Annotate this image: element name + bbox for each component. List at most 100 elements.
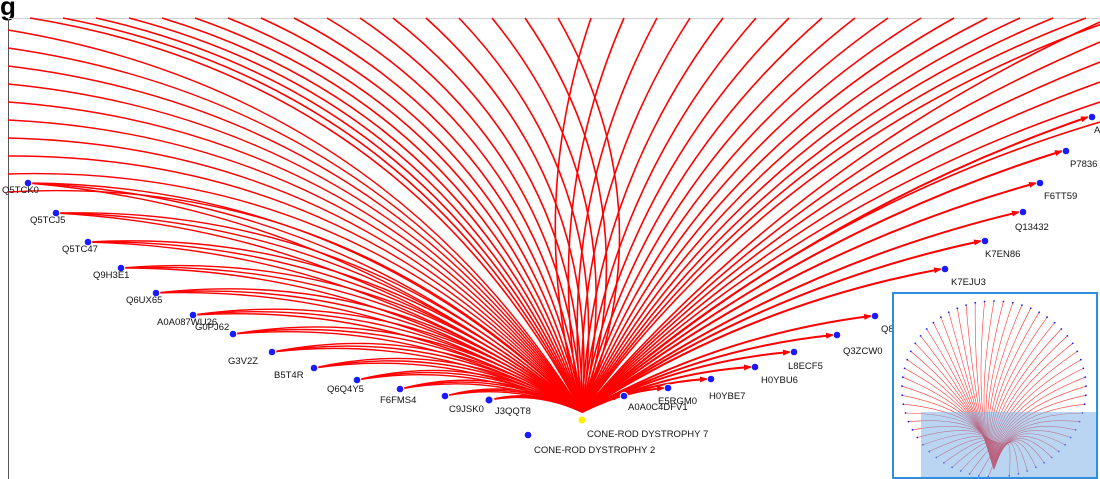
edge xyxy=(580,17,691,413)
protein-node[interactable] xyxy=(352,375,362,385)
protein-node-label: G0PJ62 xyxy=(195,322,229,333)
network-edges xyxy=(7,17,1100,413)
edge xyxy=(581,116,1089,413)
disease-node[interactable] xyxy=(577,415,587,425)
minimap-node xyxy=(901,385,903,388)
protein-node[interactable] xyxy=(1018,207,1028,217)
protein-node[interactable] xyxy=(83,237,93,247)
minimap-viewport[interactable] xyxy=(921,412,1098,479)
window-title: g xyxy=(0,0,16,21)
edge xyxy=(155,291,583,413)
edge xyxy=(55,212,583,413)
protein-node-label: L8ECF5 xyxy=(788,361,823,372)
protein-node-label: Q13432 xyxy=(1015,222,1049,233)
edge xyxy=(7,155,583,413)
disease-node[interactable] xyxy=(523,430,533,440)
protein-node[interactable] xyxy=(151,288,161,298)
edge xyxy=(581,17,922,413)
edge xyxy=(194,17,583,413)
edge xyxy=(356,374,583,413)
disease-node-label: CONE-ROD DYSTROPHY 2 xyxy=(534,445,655,456)
edge xyxy=(581,239,982,413)
minimap-node xyxy=(902,403,905,406)
protein-node-label: Q5TC47 xyxy=(62,244,98,255)
edge xyxy=(581,61,1100,413)
protein-node-label: C9JSK0 xyxy=(449,404,484,415)
minimap-node xyxy=(1046,316,1048,319)
edge xyxy=(581,101,1100,413)
minimap-node xyxy=(1053,321,1056,324)
protein-node-label: G3V2Z xyxy=(228,356,258,367)
protein-node-label: Q6UX65 xyxy=(126,295,162,306)
protein-node[interactable] xyxy=(940,264,950,274)
protein-node-label: H0YBE7 xyxy=(709,391,745,402)
edge xyxy=(120,267,583,413)
minimap-node xyxy=(1011,301,1014,304)
edge xyxy=(581,17,790,413)
protein-node[interactable] xyxy=(750,362,760,372)
edge xyxy=(7,119,583,413)
protein-node[interactable] xyxy=(267,347,277,357)
protein-node[interactable] xyxy=(23,178,33,188)
protein-node[interactable] xyxy=(832,330,842,340)
edge xyxy=(7,47,583,413)
minimap-node xyxy=(1083,403,1086,406)
protein-node-label: Q5TCK0 xyxy=(2,185,39,196)
edge xyxy=(581,17,1087,413)
protein-node[interactable] xyxy=(228,329,238,339)
protein-node[interactable] xyxy=(440,391,450,401)
edge xyxy=(27,182,583,413)
protein-node[interactable] xyxy=(188,310,198,320)
minimap-node xyxy=(1002,300,1005,303)
edge xyxy=(458,17,590,413)
protein-node[interactable] xyxy=(116,263,126,273)
edge xyxy=(581,17,1054,413)
minimap-node xyxy=(919,335,922,337)
edge xyxy=(581,17,823,413)
protein-node[interactable] xyxy=(1061,146,1071,156)
edge xyxy=(7,101,583,413)
edge xyxy=(581,81,1100,413)
protein-node[interactable] xyxy=(870,311,880,321)
edge xyxy=(581,313,872,413)
minimap-node xyxy=(1084,394,1087,397)
overview-minimap[interactable] xyxy=(892,292,1098,479)
minimap-node xyxy=(940,316,942,319)
edge xyxy=(95,17,583,413)
minimap-node xyxy=(911,428,914,431)
protein-node[interactable] xyxy=(789,347,799,357)
edge xyxy=(567,17,625,413)
edge xyxy=(581,150,1063,413)
minimap-node xyxy=(901,376,904,379)
protein-node[interactable] xyxy=(706,374,716,384)
protein-node-label: Q8 xyxy=(881,324,894,335)
protein-node[interactable] xyxy=(483,394,495,406)
protein-node[interactable] xyxy=(663,383,673,393)
edge xyxy=(581,41,1100,413)
protein-node-label: F6FMS4 xyxy=(380,395,416,406)
minimap-node xyxy=(974,301,977,304)
protein-node[interactable] xyxy=(980,236,990,246)
minimap-node xyxy=(965,304,967,306)
minimap-node xyxy=(1071,342,1074,345)
minimap-node xyxy=(1021,304,1023,306)
protein-node[interactable] xyxy=(51,208,61,218)
protein-node[interactable] xyxy=(1087,112,1097,122)
edge xyxy=(7,65,583,413)
edge xyxy=(581,17,988,413)
edge xyxy=(192,312,583,413)
protein-node[interactable] xyxy=(309,363,319,373)
minimap-node xyxy=(993,300,995,302)
protein-node-label: Q9H3E1 xyxy=(93,270,129,281)
protein-node[interactable] xyxy=(619,391,629,401)
protein-node[interactable] xyxy=(1035,178,1045,188)
disease-node-label: CONE-ROD DYSTROPHY 7 xyxy=(587,429,708,440)
edge xyxy=(581,17,856,413)
edge xyxy=(232,330,583,413)
protein-node[interactable] xyxy=(395,384,405,394)
edge xyxy=(581,181,1037,413)
edge xyxy=(128,17,583,413)
minimap-node xyxy=(983,300,986,303)
